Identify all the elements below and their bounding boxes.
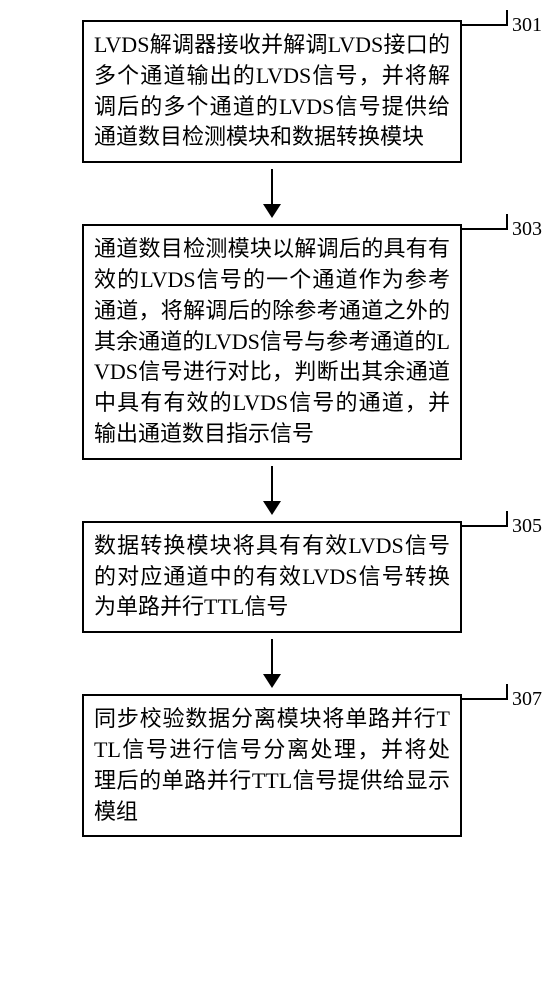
step-box: 数据转换模块将具有有效LVDS信号的对应通道中的有效LVDS信号转换为单路并行T… [82, 521, 462, 633]
step-label: 305 [512, 515, 542, 538]
flow-step: 301 LVDS解调器接收并解调LVDS接口的多个通道输出的LVDS信号，并将解… [82, 20, 462, 163]
arrow-down-icon [263, 466, 281, 515]
flowchart-container: 301 LVDS解调器接收并解调LVDS接口的多个通道输出的LVDS信号，并将解… [10, 20, 534, 841]
label-leader-line [462, 24, 506, 26]
flow-step: 307 同步校验数据分离模块将单路并行TTL信号进行信号分离处理，并将处理后的单… [82, 694, 462, 837]
step-box: 通道数目检测模块以解调后的具有有效的LVDS信号的一个通道作为参考通道，将解调后… [82, 224, 462, 460]
step-label: 307 [512, 688, 542, 711]
arrow-down-icon [263, 639, 281, 688]
arrow-down-icon [263, 169, 281, 218]
label-leader-line [462, 228, 506, 230]
step-label: 303 [512, 218, 542, 241]
label-leader-line [462, 525, 506, 527]
step-box: 同步校验数据分离模块将单路并行TTL信号进行信号分离处理，并将处理后的单路并行T… [82, 694, 462, 837]
flow-step: 305 数据转换模块将具有有效LVDS信号的对应通道中的有效LVDS信号转换为单… [82, 521, 462, 633]
step-label: 301 [512, 14, 542, 37]
flow-step: 303 通道数目检测模块以解调后的具有有效的LVDS信号的一个通道作为参考通道，… [82, 224, 462, 460]
label-leader-line [462, 698, 506, 700]
step-box: LVDS解调器接收并解调LVDS接口的多个通道输出的LVDS信号，并将解调后的多… [82, 20, 462, 163]
